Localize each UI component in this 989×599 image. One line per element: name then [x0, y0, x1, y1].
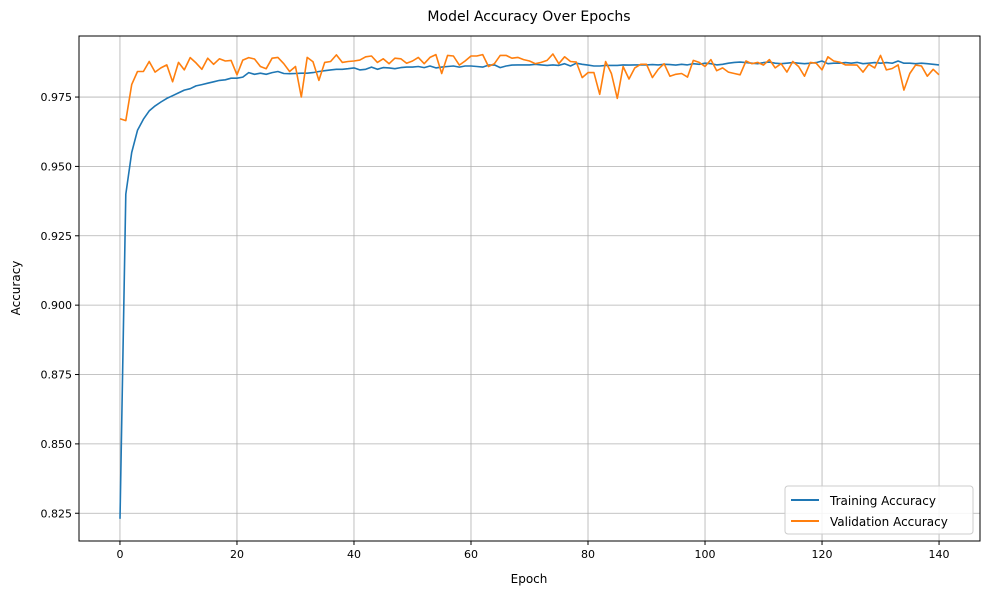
x-tick-label: 80	[581, 548, 595, 561]
x-tick-label: 100	[695, 548, 716, 561]
validation-accuracy-line	[119, 53, 940, 122]
legend-box	[784, 485, 974, 535]
y-tick-label: 0.925	[41, 230, 73, 243]
y-tick-label: 0.900	[41, 299, 73, 312]
x-tick-label: 20	[230, 548, 244, 561]
plot-frame	[78, 35, 981, 542]
y-axis-label: Accuracy	[9, 261, 23, 316]
legend-label-validation: Validation Accuracy	[830, 515, 948, 529]
x-tick-label: 0	[116, 548, 123, 561]
y-tick-label: 0.875	[41, 369, 73, 382]
axis-ticks: 0 20 40 60 80 100 120 140 0.825 0.850 0.875 0.900 0.…	[41, 91, 950, 561]
y-tick-label: 0.950	[41, 160, 73, 173]
legend: Training Accuracy Validation Accuracy	[784, 485, 974, 535]
legend-label-training: Training Accuracy	[829, 494, 936, 508]
training-accuracy-line	[119, 60, 940, 519]
x-tick-label: 40	[347, 548, 361, 561]
x-tick-label: 140	[929, 548, 950, 561]
chart-title: Model Accuracy Over Epochs	[427, 9, 630, 25]
y-tick-label: 0.850	[41, 438, 73, 451]
series-lines	[119, 53, 940, 519]
y-tick-label: 0.825	[41, 507, 73, 520]
x-axis-label: Epoch	[511, 572, 548, 586]
grid-lines	[79, 36, 980, 541]
y-tick-label: 0.975	[41, 91, 73, 104]
x-tick-label: 120	[812, 548, 833, 561]
x-tick-label: 60	[464, 548, 478, 561]
